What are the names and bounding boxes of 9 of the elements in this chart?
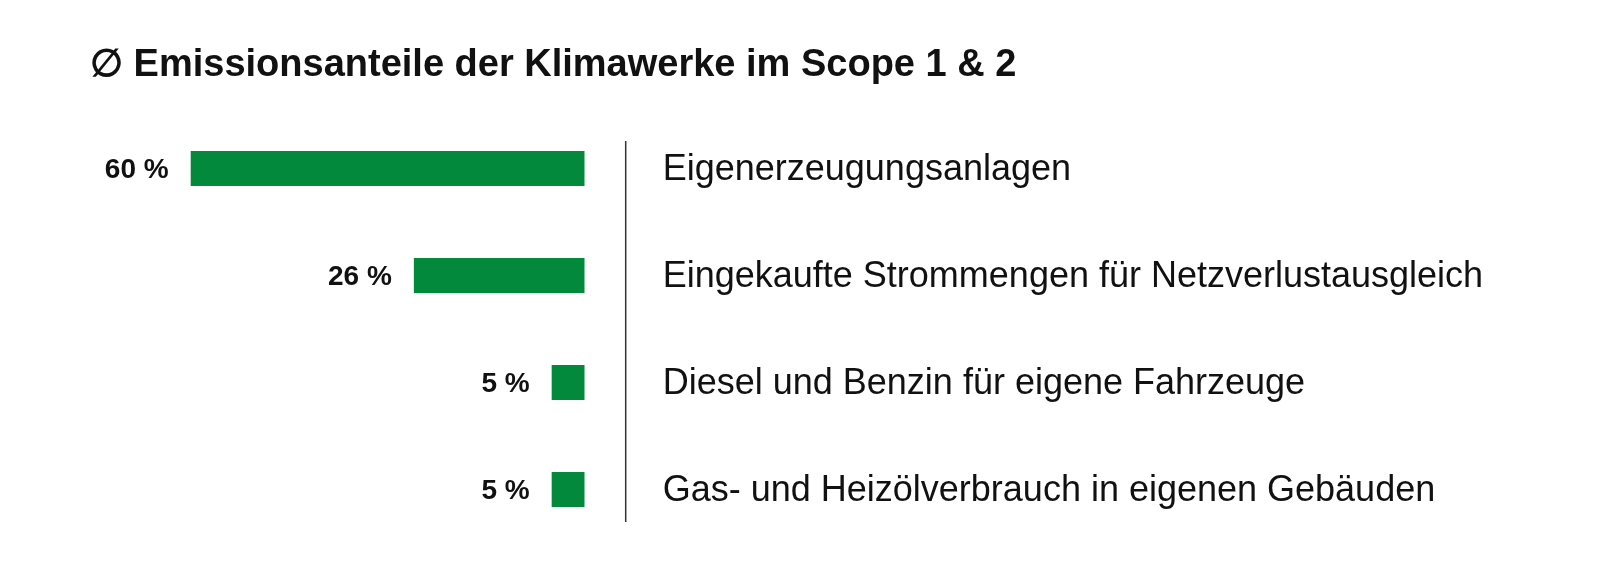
y-tick-label: Gas- und Heizölverbrauch in eigenen Gebäuden xyxy=(662,468,1436,510)
data-label: 5 % xyxy=(481,367,530,399)
data-label: 60 % xyxy=(104,153,169,185)
y-tick-label: Eingekaufte Strommengen für Netzverlustausgleich xyxy=(662,254,1484,296)
data-label: 5 % xyxy=(481,474,530,506)
y-tick-label: Diesel und Benzin für eigene Fahrzeuge xyxy=(662,361,1306,403)
data-label: 26 % xyxy=(328,260,392,292)
y-tick-label: Eigenerzeugungsanlagen xyxy=(662,147,1072,189)
chart-title: ∅ Emissionsanteile der Klimawerke im Scope 1 & 2 xyxy=(90,42,1017,84)
